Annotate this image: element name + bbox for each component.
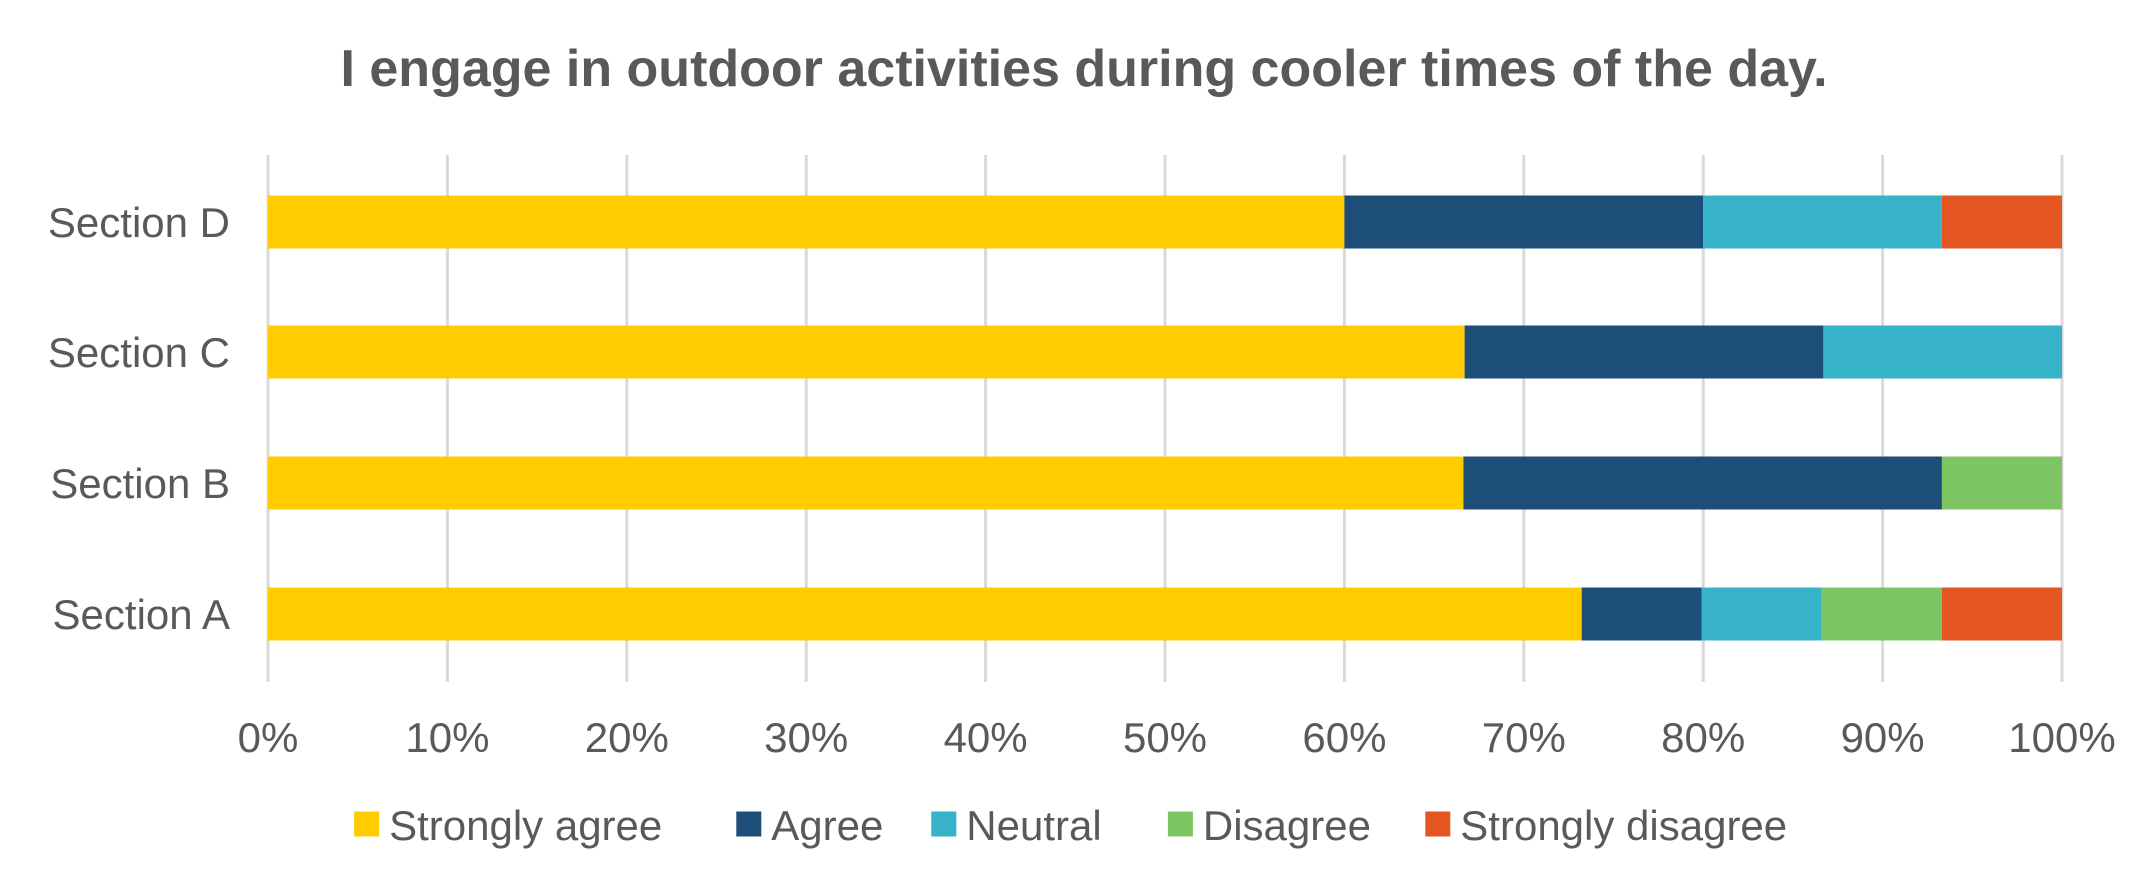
category-label: Section C (48, 329, 230, 376)
bar-segment-agree (1464, 325, 1824, 379)
category-label: Section D (48, 199, 230, 246)
bar-segment-disagree (1821, 587, 1942, 641)
bar-segment-agree (1463, 456, 1942, 510)
bars (268, 195, 2062, 641)
x-tick-label: 20% (585, 714, 669, 761)
category-label: Section B (50, 460, 230, 507)
bar-segment-agree (1344, 195, 1704, 249)
x-tick-label: 60% (1302, 714, 1386, 761)
category-label: Section A (53, 591, 230, 638)
chart-title: I engage in outdoor activities during co… (340, 40, 1827, 98)
x-axis-tick-labels: 0% 10% 20% 30% 40% 50% 60% 70% 80% 90% 100% (238, 714, 2116, 761)
x-tick-label: 40% (944, 714, 1028, 761)
x-tick-label: 100% (2008, 714, 2115, 761)
x-tick-label: 90% (1841, 714, 1925, 761)
legend-swatch-neutral (931, 811, 957, 837)
bar-segment-strongly-agree (268, 587, 1582, 641)
legend-label-strongly-agree: Strongly agree (389, 802, 662, 849)
legend-label-strongly-disagree: Strongly disagree (1460, 802, 1787, 849)
bar-segment-strongly-agree (268, 456, 1464, 510)
x-tick-label: 10% (405, 714, 489, 761)
x-tick-label: 70% (1482, 714, 1566, 761)
bar-segment-neutral (1701, 587, 1822, 641)
legend-swatch-strongly-agree (354, 811, 380, 837)
bar-segment-disagree (1941, 456, 2062, 510)
legend: Strongly agree Agree Neutral Disagree Strong… (354, 802, 1787, 849)
legend-swatch-strongly-disagree (1425, 811, 1451, 837)
category-labels: Section D Section C Section B Section A (48, 199, 230, 638)
bar-segment-agree (1581, 587, 1702, 641)
legend-label-disagree: Disagree (1203, 802, 1371, 849)
legend-label-neutral: Neutral (966, 802, 1101, 849)
x-tick-label: 0% (238, 714, 299, 761)
bar-segment-strongly-agree (268, 195, 1345, 249)
legend-label-agree: Agree (771, 802, 883, 849)
bar-segment-strongly-agree (268, 325, 1465, 379)
x-tick-label: 50% (1123, 714, 1207, 761)
bar-segment-neutral (1823, 325, 2062, 379)
legend-swatch-disagree (1167, 811, 1193, 837)
bar-segment-strongly-disagree (1941, 195, 2062, 249)
legend-swatch-agree (736, 811, 762, 837)
bar-segment-strongly-disagree (1941, 587, 2062, 641)
bar-segment-neutral (1703, 195, 1942, 249)
x-tick-label: 30% (764, 714, 848, 761)
x-tick-label: 80% (1661, 714, 1745, 761)
